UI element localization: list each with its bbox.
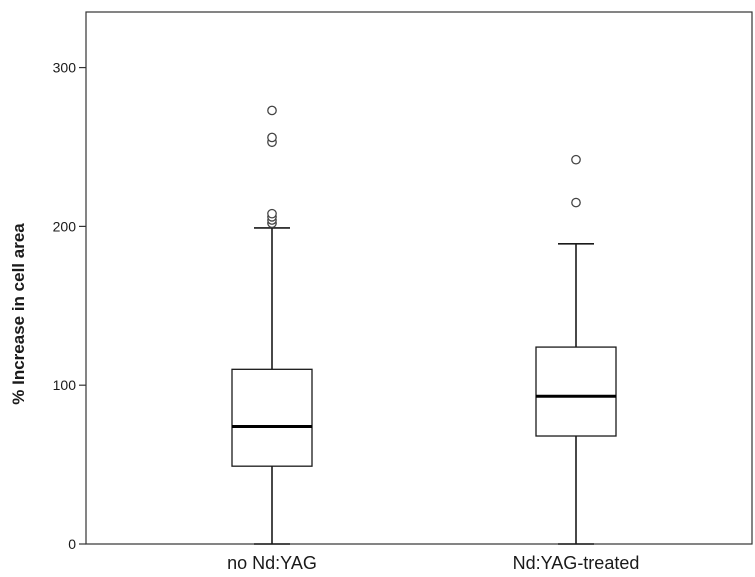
outlier-point bbox=[571, 197, 581, 208]
boxes bbox=[231, 105, 617, 545]
box-iqr bbox=[535, 346, 617, 437]
plot-border bbox=[85, 11, 753, 545]
x-axis-labels: no Nd:YAG Nd:YAG-treated bbox=[227, 553, 639, 573]
outlier-point bbox=[571, 154, 581, 165]
y-axis-title: % Increase in cell area bbox=[9, 223, 28, 405]
plot-frame bbox=[85, 11, 753, 545]
x-category-label: Nd:YAG-treated bbox=[513, 553, 640, 573]
box-group bbox=[535, 154, 617, 545]
outlier-point bbox=[267, 208, 277, 219]
y-tick-label: 0 bbox=[68, 536, 76, 552]
outlier-point bbox=[267, 132, 277, 143]
y-tick-label: 200 bbox=[53, 218, 77, 234]
x-category-label: no Nd:YAG bbox=[227, 553, 317, 573]
box-iqr bbox=[231, 368, 313, 467]
outlier-point bbox=[267, 105, 277, 116]
y-tick-label: 100 bbox=[53, 377, 77, 393]
y-axis: 0 100 200 300 bbox=[53, 60, 86, 552]
box-group bbox=[231, 105, 313, 545]
y-tick-label: 300 bbox=[53, 60, 77, 76]
